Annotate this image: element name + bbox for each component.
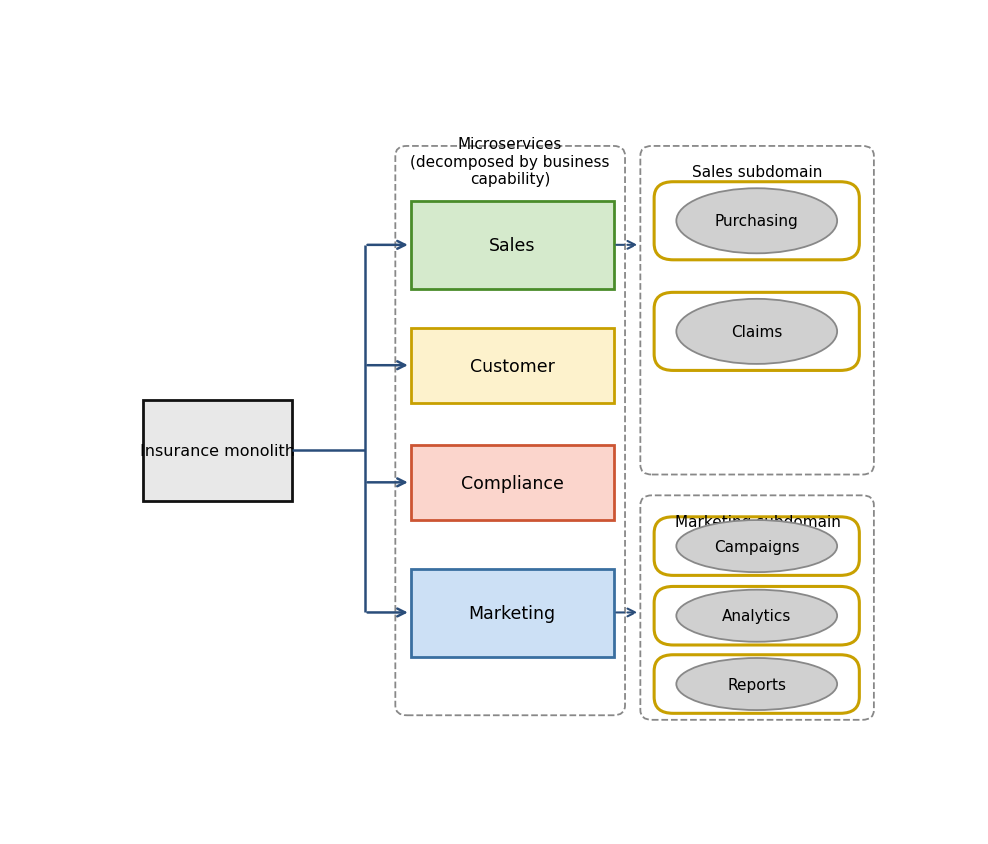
FancyBboxPatch shape (654, 655, 860, 713)
Text: Claims: Claims (731, 324, 782, 339)
Ellipse shape (677, 300, 837, 365)
Text: Marketing: Marketing (468, 604, 555, 622)
Ellipse shape (677, 590, 837, 642)
Text: Marketing subdomain: Marketing subdomain (675, 514, 841, 529)
FancyBboxPatch shape (654, 182, 860, 261)
Ellipse shape (677, 658, 837, 710)
FancyBboxPatch shape (654, 293, 860, 371)
Ellipse shape (677, 189, 837, 254)
Ellipse shape (677, 521, 837, 572)
Text: Purchasing: Purchasing (715, 214, 798, 229)
Text: Microservices
(decomposed by business
capability): Microservices (decomposed by business ca… (410, 137, 610, 187)
Bar (142, 400, 292, 501)
Text: Analytics: Analytics (722, 609, 791, 624)
Text: Compliance: Compliance (460, 474, 563, 492)
Bar (411, 328, 614, 403)
Text: Insurance monolith: Insurance monolith (139, 443, 294, 458)
Bar (411, 446, 614, 521)
Text: Sales subdomain: Sales subdomain (693, 165, 823, 180)
Text: Sales: Sales (489, 237, 535, 255)
Text: Campaigns: Campaigns (714, 539, 799, 554)
FancyBboxPatch shape (654, 587, 860, 645)
Bar (411, 202, 614, 289)
Text: Customer: Customer (469, 357, 554, 375)
Text: Reports: Reports (727, 677, 786, 692)
Bar (411, 569, 614, 657)
FancyBboxPatch shape (654, 517, 860, 576)
